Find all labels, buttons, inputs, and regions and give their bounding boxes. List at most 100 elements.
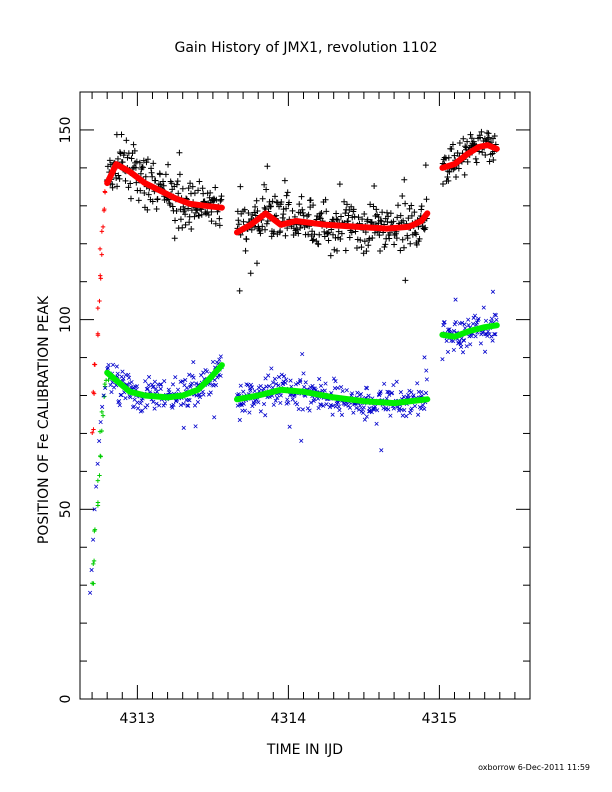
data-point-low xyxy=(394,379,399,384)
data-point-high xyxy=(208,218,215,225)
data-point-low xyxy=(440,357,445,362)
data-point-low xyxy=(472,313,478,318)
data-point-low xyxy=(317,376,322,382)
data-point-low xyxy=(106,362,111,368)
data-point-low xyxy=(423,390,429,396)
data-point-low xyxy=(444,338,449,343)
data-point-high xyxy=(263,186,270,193)
data-point-high xyxy=(281,177,288,184)
data-point-high xyxy=(216,222,223,229)
fit-curve-low xyxy=(104,362,225,401)
ramp-point-high xyxy=(95,305,101,311)
data-point-high xyxy=(325,229,332,236)
data-point-low xyxy=(372,407,377,412)
data-point-low xyxy=(283,380,288,385)
data-point-low xyxy=(267,384,272,389)
data-point-low xyxy=(391,406,396,411)
data-point-low xyxy=(401,394,406,399)
data-point-high xyxy=(304,213,311,220)
data-point-low xyxy=(476,316,481,321)
data-point-low xyxy=(301,371,306,376)
data-point-high xyxy=(269,198,276,205)
data-point-low xyxy=(258,409,263,414)
data-point-low xyxy=(478,341,483,346)
data-point-high xyxy=(114,155,121,162)
data-point-high xyxy=(176,171,183,178)
data-point-low xyxy=(201,392,206,397)
data-point-low xyxy=(269,366,274,371)
ramp-point-high xyxy=(102,190,108,195)
data-point-high xyxy=(130,141,137,148)
data-point-high xyxy=(323,208,330,215)
data-point-low xyxy=(445,349,451,354)
fit-curve-low xyxy=(439,322,500,340)
data-point-high xyxy=(343,201,350,208)
data-point-high xyxy=(137,170,144,177)
data-point-high xyxy=(467,131,474,138)
data-point-high xyxy=(148,165,155,172)
data-point-low xyxy=(151,399,156,404)
data-point-low xyxy=(391,382,396,388)
data-point-high xyxy=(234,208,241,215)
data-point-high xyxy=(341,198,348,205)
data-point-low xyxy=(307,408,312,413)
data-point-high xyxy=(370,203,377,210)
data-point-low xyxy=(241,389,246,394)
data-point-low xyxy=(210,359,216,365)
data-point-low xyxy=(389,390,395,395)
data-point-high xyxy=(491,132,498,139)
data-point-low xyxy=(272,376,277,381)
data-point-low xyxy=(471,315,476,320)
footer-stamp: oxborrow 6-Dec-2011 11:59 xyxy=(478,763,590,772)
data-point-low xyxy=(323,381,328,386)
data-point-high xyxy=(153,206,160,213)
data-point-low xyxy=(146,374,152,380)
data-point-low xyxy=(337,408,342,413)
data-point-low xyxy=(195,399,201,405)
data-point-high xyxy=(309,237,316,244)
data-point-low xyxy=(369,410,374,415)
data-point-high xyxy=(240,218,247,225)
data-point-high xyxy=(446,168,453,175)
data-point-high xyxy=(194,207,201,214)
data-point-high xyxy=(449,141,456,148)
data-point-high xyxy=(477,134,484,141)
data-point-high xyxy=(316,231,323,238)
ramp-point-low-cross xyxy=(95,461,100,466)
data-point-high xyxy=(261,204,268,211)
data-point-low xyxy=(109,389,114,395)
data-point-high xyxy=(247,270,254,277)
data-point-low xyxy=(263,413,268,418)
data-point-low xyxy=(460,320,465,325)
data-point-low xyxy=(457,339,462,344)
data-point-low xyxy=(139,398,144,403)
data-point-low xyxy=(279,372,284,377)
data-point-low xyxy=(193,381,199,386)
data-point-high xyxy=(114,183,121,190)
data-point-high xyxy=(338,213,345,220)
data-point-low xyxy=(333,379,338,384)
data-point-low xyxy=(249,385,255,390)
data-point-high xyxy=(378,218,385,225)
data-point-high xyxy=(440,180,447,187)
data-point-high xyxy=(394,214,401,221)
data-point-low xyxy=(251,401,257,407)
data-point-low xyxy=(474,320,479,325)
data-point-high xyxy=(402,200,409,207)
data-point-low xyxy=(248,382,254,387)
data-point-high xyxy=(173,181,180,188)
data-point-high xyxy=(345,218,352,225)
data-point-low xyxy=(270,380,276,385)
data-point-high xyxy=(334,216,341,223)
data-point-low xyxy=(483,318,489,323)
data-point-low xyxy=(123,396,128,401)
data-point-high xyxy=(133,179,140,186)
chart-title: Gain History of JMX1, revolution 1102 xyxy=(174,40,437,56)
data-point-high xyxy=(283,205,290,212)
data-point-high xyxy=(118,131,125,138)
data-point-high xyxy=(279,214,286,221)
data-point-low xyxy=(146,383,151,388)
data-point-high xyxy=(468,135,475,142)
data-point-high xyxy=(122,177,129,184)
data-point-low xyxy=(422,406,427,411)
